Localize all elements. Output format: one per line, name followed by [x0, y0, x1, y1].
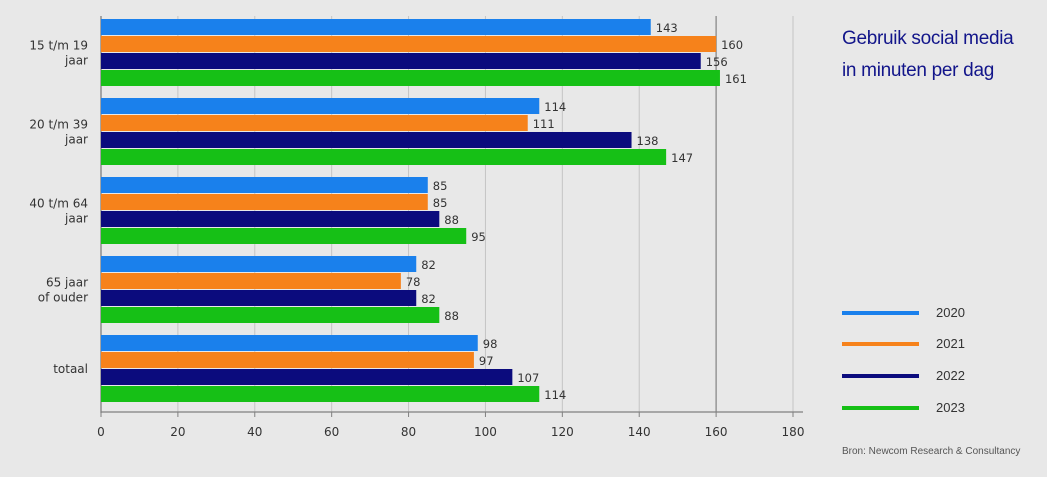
chart-title-line-1: Gebruik social media — [842, 28, 1014, 49]
bar-2021-1 — [101, 115, 528, 131]
value-label-2023-4: 114 — [544, 388, 566, 402]
x-tick-label-0: 0 — [97, 425, 105, 439]
bar-2022-4 — [101, 369, 513, 385]
value-label-2022-0: 156 — [706, 55, 728, 69]
bar-2020-1 — [101, 98, 540, 114]
bar-2021-3 — [101, 273, 401, 289]
value-label-2021-1: 111 — [533, 117, 555, 131]
bar-2023-3 — [101, 307, 440, 323]
bar-2021-2 — [101, 194, 428, 210]
value-label-2022-1: 138 — [637, 134, 659, 148]
source-note: Bron: Newcom Research & Consultancy — [842, 446, 1021, 457]
category-label-4-0: totaal — [53, 362, 88, 376]
value-label-2020-3: 82 — [421, 258, 436, 272]
legend-swatch-2023 — [842, 406, 919, 410]
category-label-1-1: jaar — [64, 133, 88, 147]
x-tick-label-160: 160 — [705, 425, 728, 439]
bar-2023-4 — [101, 386, 540, 402]
bar-2022-3 — [101, 290, 417, 306]
category-label-0-1: jaar — [64, 54, 88, 68]
value-label-2021-3: 78 — [406, 275, 421, 289]
legend-label-2022: 2022 — [936, 368, 965, 383]
x-tick-label-100: 100 — [474, 425, 497, 439]
bar-2023-0 — [101, 70, 720, 86]
x-tick-label-40: 40 — [247, 425, 262, 439]
chart-title-line-2: in minuten per dag — [842, 60, 994, 81]
value-label-2021-0: 160 — [721, 38, 743, 52]
bar-2022-1 — [101, 132, 632, 148]
value-label-2023-0: 161 — [725, 72, 747, 86]
x-tick-label-140: 140 — [628, 425, 651, 439]
value-label-2020-2: 85 — [433, 179, 448, 193]
bar-2020-2 — [101, 177, 428, 193]
category-label-2-1: jaar — [64, 212, 88, 226]
bar-2023-1 — [101, 149, 667, 165]
legend-swatch-2020 — [842, 311, 919, 315]
value-label-2021-4: 97 — [479, 354, 494, 368]
value-label-2023-2: 95 — [471, 230, 486, 244]
bar-2022-0 — [101, 53, 701, 69]
bar-2021-4 — [101, 352, 474, 368]
category-label-1-0: 20 t/m 39 — [29, 118, 88, 132]
bar-2022-2 — [101, 211, 440, 227]
bar-2023-2 — [101, 228, 467, 244]
legend-swatch-2022 — [842, 374, 919, 378]
x-tick-label-180: 180 — [782, 425, 805, 439]
legend-label-2020: 2020 — [936, 305, 965, 320]
value-label-2020-0: 143 — [656, 21, 678, 35]
value-label-2022-4: 107 — [517, 371, 539, 385]
bar-2021-0 — [101, 36, 717, 52]
x-tick-label-20: 20 — [170, 425, 185, 439]
x-tick-label-120: 120 — [551, 425, 574, 439]
value-label-2022-2: 88 — [444, 213, 459, 227]
category-label-3-0: 65 jaar — [46, 276, 88, 290]
legend-label-2021: 2021 — [936, 336, 965, 351]
value-label-2020-1: 114 — [544, 100, 566, 114]
x-tick-label-60: 60 — [324, 425, 339, 439]
value-label-2021-2: 85 — [433, 196, 448, 210]
x-tick-label-80: 80 — [401, 425, 416, 439]
bar-2020-4 — [101, 335, 478, 351]
category-label-2-0: 40 t/m 64 — [29, 197, 88, 211]
bar-2020-0 — [101, 19, 651, 35]
category-label-0-0: 15 t/m 19 — [29, 39, 88, 53]
category-label-3-1: of ouder — [38, 291, 88, 305]
value-label-2023-3: 88 — [444, 309, 459, 323]
legend-swatch-2021 — [842, 342, 919, 346]
value-label-2020-4: 98 — [483, 337, 498, 351]
legend-label-2023: 2023 — [936, 400, 965, 415]
bar-2020-3 — [101, 256, 417, 272]
value-label-2023-1: 147 — [671, 151, 693, 165]
value-label-2022-3: 82 — [421, 292, 436, 306]
